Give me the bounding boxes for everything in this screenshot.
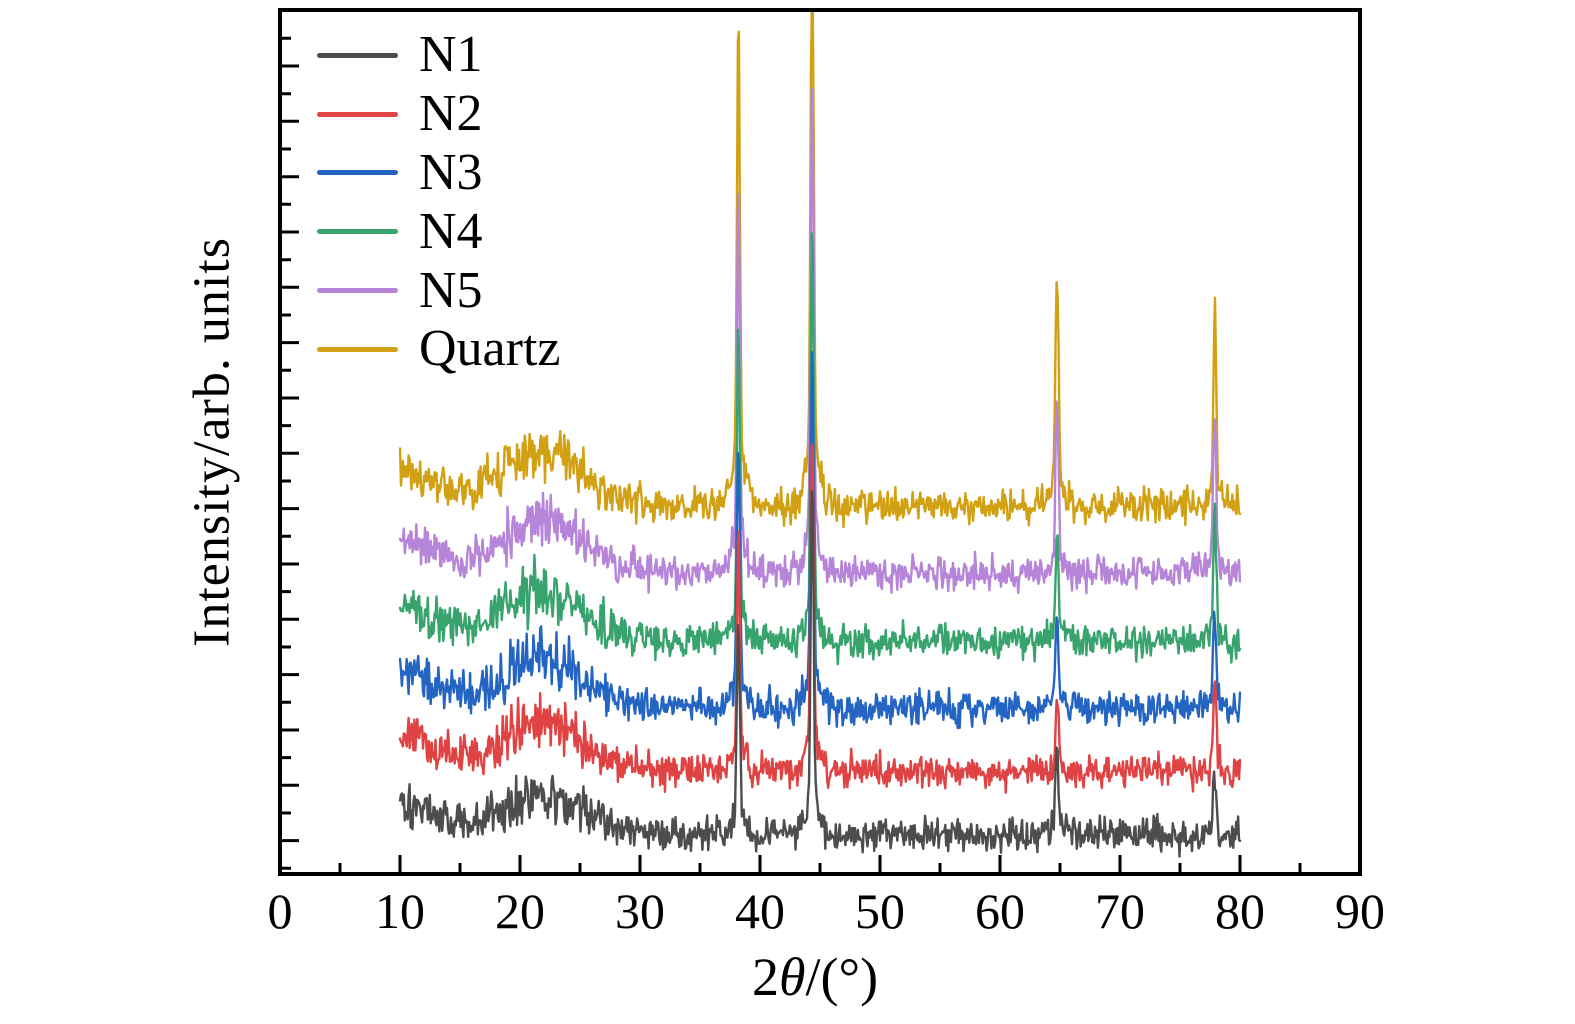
x-axis-tick-labels: 0 10 20 30 40 50 60 70 80 90 xyxy=(0,884,1575,944)
x-label-prefix: 2 xyxy=(751,947,779,1007)
x-tick-label-80: 80 xyxy=(1215,883,1265,939)
legend-label-n5: N5 xyxy=(419,261,483,319)
x-tick-label-0: 0 xyxy=(267,883,293,939)
curve-n3 xyxy=(398,351,1242,730)
x-tick-label-30: 30 xyxy=(615,883,665,939)
x-label-suffix: /(°) xyxy=(805,947,879,1007)
x-tick-label-70: 70 xyxy=(1095,883,1145,939)
legend-label-n4: N4 xyxy=(419,202,483,260)
legend-label-n1: N1 xyxy=(419,26,483,84)
y-axis-label: Intensity/arb. units xyxy=(183,237,241,647)
legend-label-quartz: Quartz xyxy=(419,320,561,378)
legend-swatch-n1 xyxy=(317,52,398,58)
legend-item-n3: N3 xyxy=(317,144,560,203)
x-tick-label-20: 20 xyxy=(495,883,545,939)
x-label-theta: θ xyxy=(778,947,806,1007)
legend: N1 N2 N3 N4 N5 Quartz xyxy=(317,26,560,379)
x-tick-label-40: 40 xyxy=(735,883,785,939)
legend-swatch-quartz xyxy=(317,346,398,352)
legend-item-n1: N1 xyxy=(317,26,560,85)
curve-n4 xyxy=(398,232,1242,666)
legend-swatch-n2 xyxy=(317,111,398,117)
legend-label-n3: N3 xyxy=(419,143,483,201)
legend-item-n5: N5 xyxy=(317,261,560,320)
legend-item-quartz: Quartz xyxy=(317,320,560,379)
plot-frame xyxy=(278,8,1362,876)
curve-n5 xyxy=(398,87,1242,595)
curve-quartz xyxy=(398,12,1242,529)
legend-swatch-n4 xyxy=(317,229,398,235)
curve-n2 xyxy=(398,443,1242,794)
x-axis-label: 2θ/(°) xyxy=(752,946,878,1008)
legend-item-n4: N4 xyxy=(317,202,560,261)
x-tick-label-60: 60 xyxy=(975,883,1025,939)
curve-n1 xyxy=(398,490,1242,858)
series-curves xyxy=(398,12,1242,858)
x-tick-label-90: 90 xyxy=(1335,883,1385,939)
legend-item-n2: N2 xyxy=(317,85,560,144)
legend-swatch-n3 xyxy=(317,170,398,176)
legend-label-n2: N2 xyxy=(419,85,483,143)
x-tick-label-10: 10 xyxy=(375,883,425,939)
legend-swatch-n5 xyxy=(317,288,398,294)
x-tick-label-50: 50 xyxy=(855,883,905,939)
